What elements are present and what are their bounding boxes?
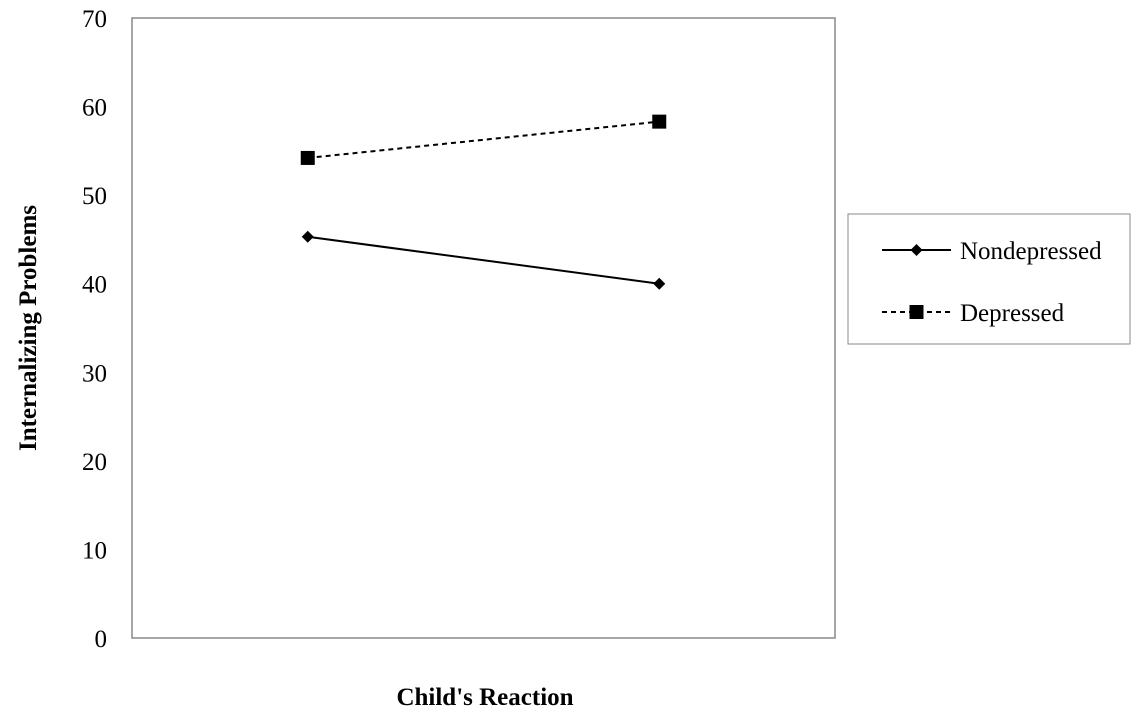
- legend-box: [847, 213, 1131, 345]
- y-tick-label: 30: [82, 360, 107, 387]
- legend-item-depressed: Depressed: [882, 300, 1065, 327]
- y-axis-ticks: 0 10 20 30 40 50 60 70: [82, 6, 107, 653]
- legend-diamond-marker-icon: [910, 244, 923, 256]
- y-tick-label: 0: [95, 626, 108, 653]
- legend-item-nondepressed: Nondepressed: [882, 238, 1102, 265]
- plot-area: [131, 17, 836, 639]
- legend-square-marker-icon: [909, 305, 924, 319]
- data-point-nondepressed-2: [653, 277, 666, 290]
- legend-label-nondepressed: Nondepressed: [960, 238, 1102, 265]
- series-layer: [300, 114, 667, 290]
- series-line-depressed: [307, 120, 660, 159]
- y-tick-label: 70: [82, 6, 107, 33]
- y-tick-label: 40: [82, 272, 107, 299]
- data-point-nondepressed-1: [301, 230, 314, 243]
- y-tick-label: 20: [82, 449, 107, 476]
- y-tick-label: 60: [82, 95, 107, 122]
- y-axis-title: Internalizing Problems: [15, 205, 42, 451]
- legend-label-depressed: Depressed: [960, 300, 1065, 327]
- x-axis-title: Child's Reaction: [396, 684, 573, 711]
- legend: Nondepressed Depressed: [847, 213, 1131, 345]
- y-tick-label: 10: [82, 537, 107, 564]
- series-line-nondepressed: [307, 235, 660, 285]
- data-point-depressed-2: [652, 114, 667, 129]
- data-point-depressed-1: [300, 150, 315, 165]
- y-tick-label: 50: [82, 183, 107, 210]
